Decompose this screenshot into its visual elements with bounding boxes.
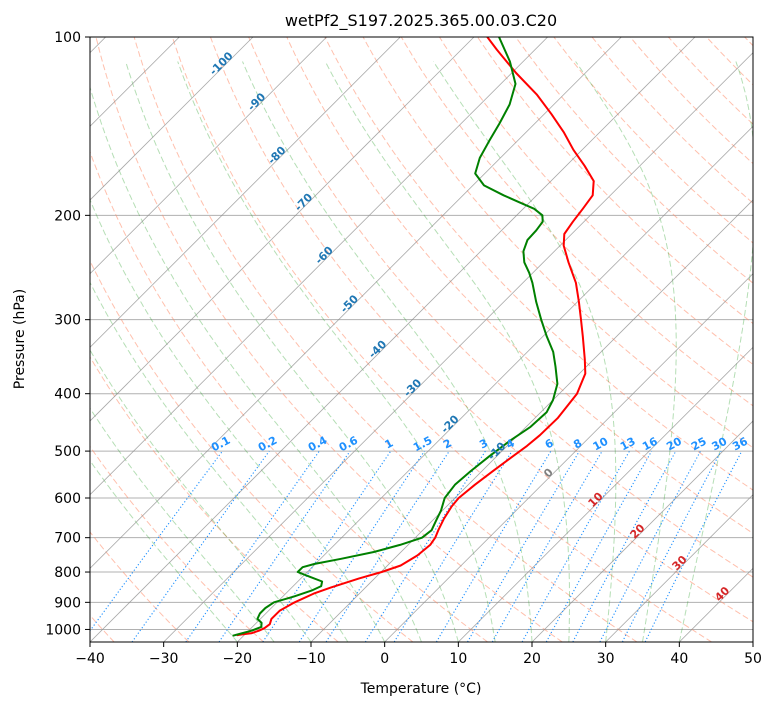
- y-tick-label: 400: [54, 387, 81, 403]
- y-tick-label: 500: [54, 444, 81, 460]
- dry-adiabat-line: [90, 259, 414, 642]
- dry-adiabat-line: [133, 37, 638, 642]
- plot-frame: [89, 36, 754, 643]
- mixing-ratio-label: 36: [730, 435, 750, 454]
- x-tick-label: 0: [380, 651, 389, 667]
- y-tick-label: 600: [54, 491, 81, 507]
- isotherm-line: [90, 37, 475, 422]
- moist-adiabat-line: [90, 459, 238, 642]
- x-tick-label: −10: [296, 651, 326, 667]
- moist-adiabat-line: [575, 61, 677, 642]
- mixing-ratio-line: [545, 450, 653, 642]
- x-tick-label: 50: [744, 651, 762, 667]
- mixing-ratio-line: [435, 450, 552, 642]
- dewpoint-profile-line: [232, 37, 559, 637]
- mixing-ratio-line: [325, 450, 450, 642]
- dry-adiabat-line: [400, 37, 753, 407]
- dry-adiabat-line: [248, 37, 753, 578]
- isotherm-line: [90, 37, 327, 275]
- mixing-ratio-label: 25: [689, 435, 709, 454]
- dry-adiabat-line: [210, 37, 753, 623]
- axis-ticks: −40 −30 −20 −10 0 10 20 30 40 50 100 200 300 400 500 60…: [45, 30, 762, 667]
- moist-adiabat-line: [90, 407, 275, 642]
- y-tick-label: 700: [54, 531, 81, 547]
- mixing-ratio-line: [298, 450, 425, 642]
- y-tick-label: 1000: [45, 622, 81, 638]
- isotherm-line: [531, 420, 753, 642]
- mixing-ratio-line: [393, 450, 513, 642]
- moist-adiabat-line: [177, 61, 496, 642]
- y-tick-label: 800: [54, 565, 81, 581]
- moist-adiabat-line: [90, 281, 349, 642]
- isotherm-line: [90, 37, 548, 496]
- isotherm-line: [605, 494, 753, 642]
- y-tick-label: 100: [54, 30, 81, 46]
- mixing-ratio-label: 16: [640, 435, 660, 454]
- x-tick-label: −20: [223, 651, 253, 667]
- moist-adiabat-line: [678, 61, 753, 642]
- temperature-profile-line: [236, 37, 595, 637]
- isotherm-line: [90, 37, 622, 569]
- moist-adiabat-line: [90, 85, 422, 642]
- moist-adiabats: [90, 61, 753, 642]
- mixing-ratio-line: [467, 450, 580, 642]
- isotherm-line: [90, 37, 401, 348]
- isotherm-line: [384, 273, 753, 642]
- mixing-ratio-line: [572, 450, 677, 642]
- x-tick-label: 10: [449, 651, 467, 667]
- moist-adiabat-line: [90, 198, 386, 642]
- mixing-ratio-line: [262, 450, 392, 642]
- isotherm-line: [458, 346, 753, 642]
- dry-adiabats: [90, 37, 753, 642]
- mixing-ratio-line: [521, 450, 630, 642]
- y-tick-label: 300: [54, 313, 81, 329]
- x-tick-label: −30: [149, 651, 179, 667]
- isotherm-line: [237, 125, 753, 642]
- isotherm-line: [90, 37, 696, 642]
- dry-adiabat-line: [90, 531, 190, 642]
- mixing-ratio-label: 20: [664, 435, 684, 454]
- x-tick-label: 40: [670, 651, 688, 667]
- dry-adiabat-line: [90, 356, 339, 642]
- dry-adiabat-line: [362, 37, 753, 449]
- dry-adiabat-line: [439, 37, 753, 366]
- y-axis-label: Pressure (hPa): [12, 289, 28, 389]
- profile-series: [232, 37, 595, 637]
- isotherm-line: [163, 52, 753, 642]
- dry-adiabat-line: [324, 37, 753, 491]
- chart-title: wetPf2_S197.2025.365.00.03.C20: [285, 11, 557, 31]
- mixing-ratio-label: 30: [710, 435, 730, 454]
- isotherms: [90, 37, 753, 642]
- mixing-ratio-line: [364, 450, 486, 642]
- mixing-ratio-line: [131, 450, 270, 642]
- dry-adiabat-line: [95, 37, 563, 642]
- x-tick-label: 20: [523, 651, 541, 667]
- mixing-ratio-lines: [90, 450, 743, 642]
- moist-adiabat-line: [324, 61, 570, 642]
- x-tick-label: 30: [597, 651, 615, 667]
- moist-adiabat-line: [242, 61, 533, 642]
- mixing-ratio-label: 13: [618, 435, 638, 454]
- y-tick-label: 900: [54, 595, 81, 611]
- x-tick-label: −40: [75, 651, 105, 667]
- y-tick-label: 200: [54, 208, 81, 224]
- mixing-ratio-label: 10: [591, 435, 611, 454]
- x-axis-label: Temperature (°C): [360, 681, 482, 697]
- moist-adiabat-line: [433, 61, 617, 642]
- isotherm-line: [90, 37, 254, 201]
- dry-adiabat-line: [171, 37, 712, 642]
